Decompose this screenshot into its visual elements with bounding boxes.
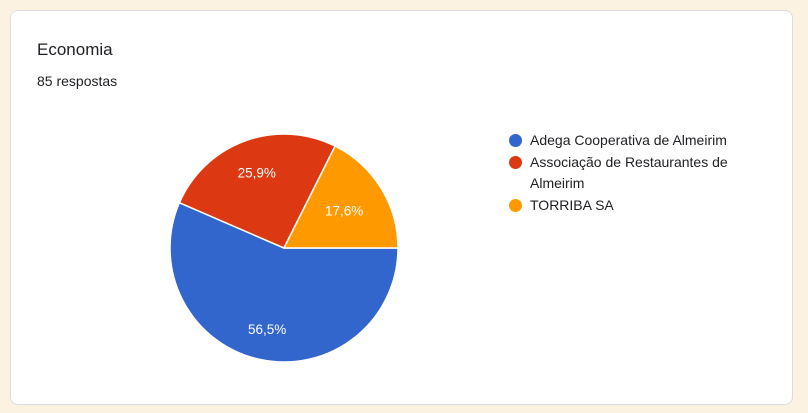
pie-chart: 56,5% 25,9% 17,6% <box>169 133 399 363</box>
pie-slice-percent-label: 25,9% <box>238 166 276 181</box>
legend-label: Adega Cooperativa de Almeirim <box>530 132 727 148</box>
legend-item: Associação de Restaurantes de Almeirim <box>509 152 761 194</box>
pie-slice-percent-label: 56,5% <box>248 322 286 337</box>
legend-item: Adega Cooperativa de Almeirim <box>509 130 761 151</box>
question-title: Economia <box>37 40 113 59</box>
legend-label: TORRIBA SA <box>530 197 614 213</box>
pie-slice-2 <box>178 133 336 249</box>
legend-label: Associação de Restaurantes de Almeirim <box>530 154 728 191</box>
pie-slice-3 <box>283 145 399 249</box>
legend-item: TORRIBA SA <box>509 195 761 216</box>
legend-color-dot-icon <box>509 134 522 147</box>
question-summary-card: Economia 85 respostas 56,5% 25,9% 17,6% Ad… <box>10 10 793 405</box>
legend-color-dot-icon <box>509 156 522 169</box>
pie-slice-percent-label: 17,6% <box>325 204 363 219</box>
responses-count: 85 respostas <box>37 73 118 89</box>
legend-color-dot-icon <box>509 199 522 212</box>
chart-legend: Adega Cooperativa de Almeirim Associação… <box>509 130 761 216</box>
pie-slice-1 <box>169 201 399 363</box>
